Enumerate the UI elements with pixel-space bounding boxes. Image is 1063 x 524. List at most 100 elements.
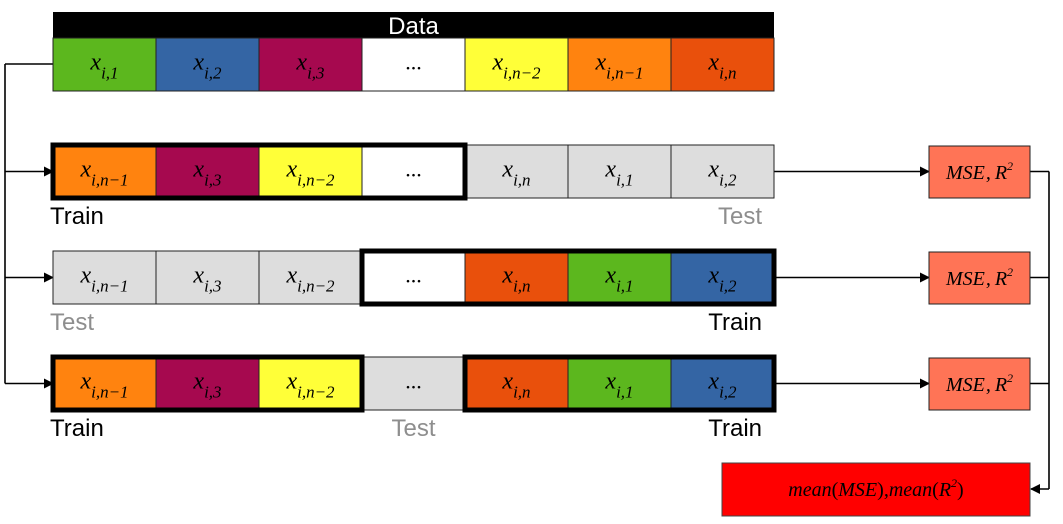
var-subscript: i,1 bbox=[616, 383, 633, 402]
metric-var: R bbox=[994, 268, 1007, 290]
cell-box bbox=[52, 37, 157, 92]
var-subscript: i,2 bbox=[204, 64, 222, 83]
var-symbol: x bbox=[89, 50, 101, 76]
metric-base: MSE bbox=[945, 374, 985, 396]
var-symbol: x bbox=[285, 157, 297, 183]
connector-lines bbox=[4, 63, 1050, 494]
cell-variable-label: xi,n−2 bbox=[285, 369, 335, 402]
cell-variable-label: xi,n bbox=[501, 369, 530, 402]
fold-row-3: xi,n−1 xi,3 xi,n−2... xi,n xi,1 xi,2 bbox=[52, 356, 775, 411]
var-symbol: x bbox=[707, 50, 719, 76]
var-subscript: i,n−1 bbox=[91, 383, 128, 402]
cell-variable-label: xi,2 bbox=[192, 50, 222, 83]
ellipsis-label: ... bbox=[405, 263, 422, 288]
var-subscript: i,n−1 bbox=[91, 171, 128, 190]
data-header-title: Data bbox=[388, 13, 439, 40]
var-symbol: x bbox=[79, 369, 91, 395]
metric-base: MSE bbox=[945, 268, 985, 290]
cell-box bbox=[567, 144, 672, 199]
data-row: xi,1 xi,2 xi,3... xi,n−2 xi,n−1 xi,n bbox=[52, 37, 775, 92]
var-symbol: x bbox=[604, 263, 616, 289]
metric-sep: , bbox=[986, 268, 991, 290]
var-symbol: x bbox=[295, 50, 307, 76]
var-subscript: i,2 bbox=[719, 383, 737, 402]
final-func: mean bbox=[788, 479, 831, 501]
cell-variable-label: xi,2 bbox=[707, 157, 737, 190]
var-subscript: i,2 bbox=[719, 277, 737, 296]
final-base: MSE bbox=[837, 479, 877, 501]
var-subscript: i,n−2 bbox=[297, 383, 335, 402]
ellipsis-label: ... bbox=[405, 369, 422, 394]
test-label: Test bbox=[391, 415, 435, 442]
cell-variable-label: xi,n bbox=[501, 263, 530, 296]
metric-box bbox=[928, 145, 1031, 199]
var-symbol: x bbox=[192, 369, 204, 395]
var-subscript: i,n−1 bbox=[606, 64, 643, 83]
var-subscript: i,n bbox=[719, 64, 736, 83]
cell-box bbox=[155, 37, 260, 92]
final-mean-box bbox=[721, 462, 1031, 517]
train-frames bbox=[50, 142, 777, 413]
var-subscript: i,3 bbox=[204, 171, 221, 190]
metric-text: MSE, R2 bbox=[945, 159, 1013, 184]
cell-box bbox=[52, 250, 157, 305]
metric-base: MSE bbox=[945, 162, 985, 184]
cell-box bbox=[155, 144, 260, 199]
var-symbol: x bbox=[707, 157, 719, 183]
final-rp: ) bbox=[877, 479, 884, 501]
var-subscript: i,1 bbox=[616, 171, 633, 190]
cell-box bbox=[361, 356, 466, 411]
data-header-bar bbox=[53, 12, 774, 38]
metric-var: R bbox=[994, 374, 1007, 396]
cell-box bbox=[155, 356, 260, 411]
var-symbol: x bbox=[501, 157, 513, 183]
cell-box bbox=[258, 250, 363, 305]
var-symbol: x bbox=[285, 369, 297, 395]
cell-variable-label: xi,1 bbox=[604, 369, 633, 402]
fold-row-2: xi,n−1 xi,3 xi,n−2... xi,n xi,1 xi,2 bbox=[52, 250, 775, 305]
cell-variable-label: xi,n−2 bbox=[285, 157, 335, 190]
cell-variable-label: xi,n−2 bbox=[285, 263, 335, 296]
metric-box bbox=[928, 357, 1031, 411]
var-symbol: x bbox=[604, 157, 616, 183]
fold-row-1: xi,n−1 xi,3 xi,n−2... xi,n xi,1 xi,2 bbox=[52, 144, 775, 199]
cell-variable-label: xi,2 bbox=[707, 263, 737, 296]
metric-box bbox=[928, 251, 1031, 305]
var-subscript: i,1 bbox=[101, 64, 118, 83]
var-subscript: i,n−2 bbox=[297, 171, 335, 190]
ellipsis-label: ... bbox=[405, 157, 422, 182]
cell-variable-label: xi,n−1 bbox=[79, 369, 128, 402]
cell-box bbox=[361, 37, 466, 92]
test-label: Test bbox=[50, 309, 94, 336]
var-subscript: i,1 bbox=[616, 277, 633, 296]
var-symbol: x bbox=[285, 263, 297, 289]
cell-variable-label: xi,3 bbox=[192, 157, 221, 190]
train-frame bbox=[359, 248, 777, 307]
var-symbol: x bbox=[192, 50, 204, 76]
final-lp: ( bbox=[932, 479, 939, 501]
train-label: Train bbox=[50, 415, 104, 442]
row-labels: Train Test Test Train Train Test Train bbox=[50, 203, 762, 442]
cell-box bbox=[670, 144, 775, 199]
cell-box bbox=[361, 144, 466, 199]
var-symbol: x bbox=[707, 369, 719, 395]
cell-variable-label: xi,n−1 bbox=[79, 157, 128, 190]
train-label: Train bbox=[50, 203, 104, 230]
cell-variable-label: xi,3 bbox=[192, 263, 221, 296]
cell-variable-label: xi,n bbox=[501, 157, 530, 190]
cell-box bbox=[567, 250, 672, 305]
cell-variable-label: xi,1 bbox=[604, 157, 633, 190]
cell-variable-label: xi,1 bbox=[604, 263, 633, 296]
final-lp: ( bbox=[832, 479, 839, 501]
cell-box bbox=[567, 356, 672, 411]
metric-exp: 2 bbox=[1007, 159, 1013, 173]
var-symbol: x bbox=[192, 157, 204, 183]
var-symbol: x bbox=[501, 369, 513, 395]
metric-exp: 2 bbox=[1007, 265, 1013, 279]
var-subscript: i,3 bbox=[204, 383, 221, 402]
cell-box bbox=[670, 37, 775, 92]
var-symbol: x bbox=[79, 263, 91, 289]
